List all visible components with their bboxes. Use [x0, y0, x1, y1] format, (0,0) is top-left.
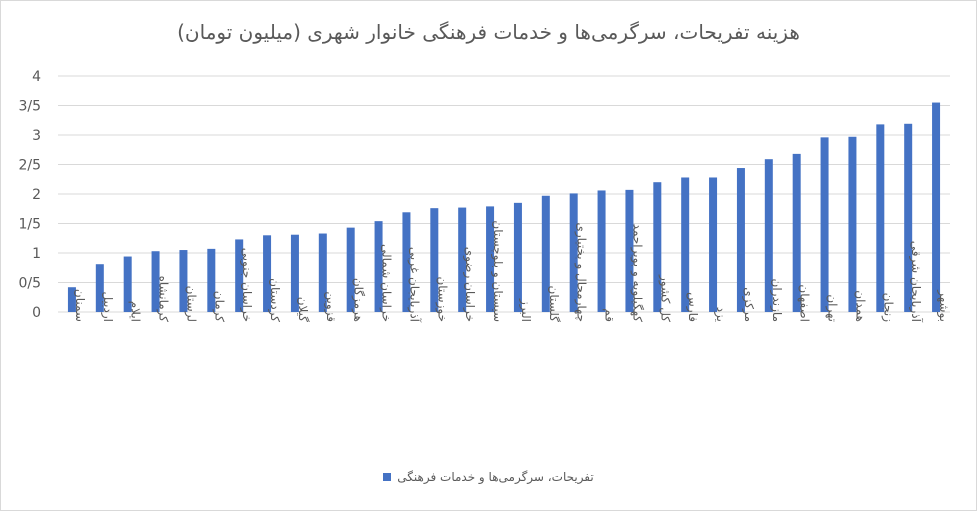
x-tick-label: کردستان — [267, 278, 282, 322]
bar — [820, 137, 829, 312]
y-tick-label: 1 — [32, 246, 41, 262]
bar — [430, 208, 439, 312]
x-tick-label: فارس — [685, 292, 700, 322]
x-tick-label: مازندران — [769, 279, 784, 322]
x-tick-label: سیستان و بلوچستان — [490, 220, 505, 322]
x-tick-label: کل کشور — [657, 274, 672, 322]
x-tick-label: مرکزی — [741, 287, 756, 322]
x-tick-label: کهگیلویه و بویراحمد — [629, 224, 644, 323]
bar — [513, 202, 522, 312]
x-tick-label: همدان — [853, 290, 867, 322]
bar — [876, 124, 885, 312]
bar — [235, 239, 244, 312]
y-axis-ticks: 0 0/5 1 1/5 2 2/5 3 3/5 4 — [18, 69, 41, 321]
x-tick-label: آذربایجان غربی — [406, 247, 422, 323]
bar — [402, 212, 411, 312]
bar — [904, 123, 913, 312]
y-tick-label: 1/5 — [18, 217, 41, 233]
x-tick-label: قم — [603, 308, 617, 322]
bar — [848, 136, 857, 312]
gridlines — [58, 75, 950, 313]
x-tick-label: چهارمحال و بختیاری — [574, 222, 589, 322]
bar — [179, 250, 188, 312]
y-tick-label: 2/5 — [18, 158, 41, 174]
bar — [736, 168, 745, 312]
bar — [95, 264, 104, 312]
legend-swatch — [383, 473, 392, 481]
x-tick-label: آذربایجان شرقی — [908, 241, 924, 323]
x-tick-label: خراسان جنوبی — [239, 248, 254, 322]
x-tick-label: هرمزگان — [351, 278, 366, 322]
bar — [207, 248, 216, 312]
x-tick-label: سمنان — [73, 289, 87, 322]
chart-title: هزینه تفریحات، سرگرمی‌ها و خدمات فرهنگی … — [177, 20, 800, 44]
bar — [486, 206, 495, 312]
x-tick-label: گیلان — [296, 297, 310, 323]
bar — [764, 159, 773, 312]
bar — [374, 221, 383, 312]
x-axis-ticks: سمنان اردبیل ایلام کرمانشاه لرستان کرمان خراسا… — [73, 220, 951, 322]
x-tick-label: خوزستان — [434, 276, 449, 322]
legend-item: تفریحات، سرگرمی‌ها و خدمات فرهنگی — [383, 470, 594, 484]
bars — [67, 102, 941, 312]
bar — [681, 177, 690, 312]
bar — [569, 193, 578, 312]
bar — [346, 227, 355, 312]
x-tick-label: یزد — [713, 307, 728, 322]
bar — [597, 190, 606, 312]
x-tick-label: زنجان — [880, 293, 895, 323]
bar — [290, 234, 299, 312]
y-tick-label: 4 — [32, 69, 41, 85]
x-tick-label: گلستان — [547, 286, 561, 323]
x-tick-label: البرز — [518, 298, 533, 322]
y-tick-label: 3 — [32, 128, 41, 144]
legend-label: تفریحات، سرگرمی‌ها و خدمات فرهنگی — [397, 470, 594, 484]
y-tick-label: 3/5 — [18, 99, 41, 115]
x-tick-label: اصفهان — [798, 284, 812, 322]
x-tick-label: تهران — [825, 294, 840, 322]
bar — [625, 189, 634, 312]
bar — [67, 287, 76, 312]
x-tick-label: خراسان شمالی — [379, 244, 394, 322]
bar — [263, 235, 272, 312]
bar — [792, 153, 801, 312]
x-tick-label: کرمان — [211, 291, 226, 323]
bar — [318, 233, 327, 312]
x-tick-label: ایلام — [129, 301, 143, 322]
x-tick-label: کرمانشاه — [156, 276, 171, 323]
legend: تفریحات، سرگرمی‌ها و خدمات فرهنگی — [0, 470, 977, 484]
y-tick-label: 0 — [32, 305, 41, 321]
bar — [123, 256, 132, 312]
bar — [932, 102, 941, 312]
bar — [541, 195, 550, 312]
y-tick-label: 0/5 — [18, 276, 41, 292]
bar — [458, 207, 467, 312]
bar — [653, 182, 662, 312]
y-tick-label: 2 — [32, 187, 41, 203]
x-tick-label: قزوین — [323, 291, 338, 322]
x-tick-label: لرستان — [183, 286, 198, 322]
bar — [709, 177, 718, 312]
bar — [151, 251, 160, 312]
x-tick-label: اردبیل — [100, 291, 115, 322]
x-tick-label: خراسان رضوی — [462, 247, 477, 322]
x-tick-label: بوشهر — [936, 289, 951, 322]
